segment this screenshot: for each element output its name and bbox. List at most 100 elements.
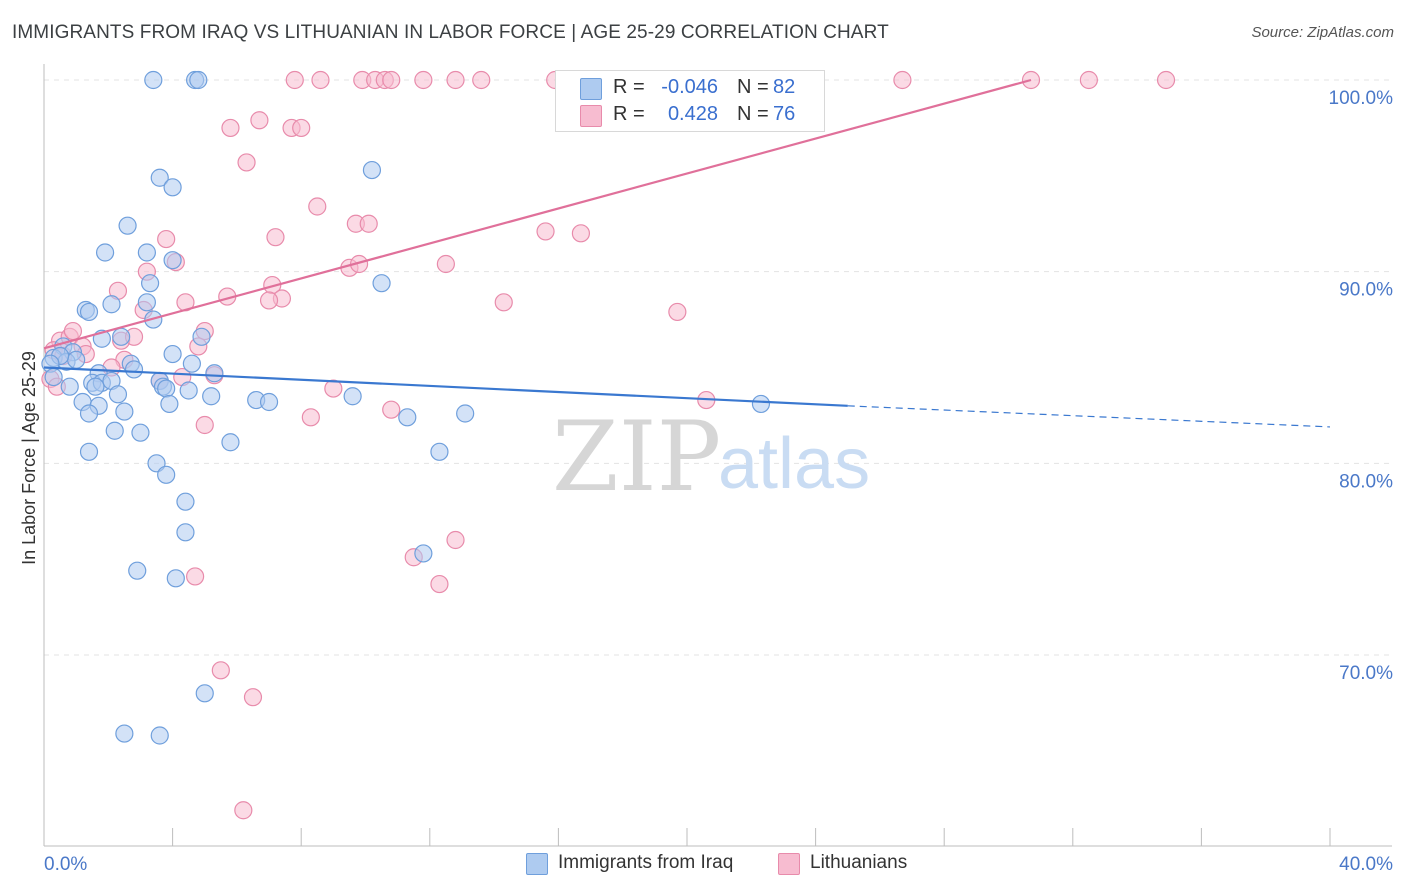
- iraq-point: [115, 402, 134, 421]
- y-tick-label: 100.0%: [1329, 88, 1394, 109]
- watermark-atlas: atlas: [718, 424, 870, 504]
- iraq-point: [192, 327, 211, 346]
- correlation-legend: R = -0.046 N = 82 R = 0.428 N = 76: [555, 70, 825, 132]
- x-tick-label: 40.0%: [1339, 854, 1393, 875]
- lithuanian-point: [1156, 70, 1176, 90]
- lithuanian-point: [63, 321, 83, 341]
- legend-r-label: R =: [613, 103, 645, 125]
- lithuanian-point: [195, 415, 214, 435]
- iraq-point: [202, 387, 221, 406]
- watermark: ZIP atlas: [552, 401, 870, 513]
- iraq-point: [259, 392, 279, 412]
- chart-title: IMMIGRANTS FROM IRAQ VS LITHUANIAN IN LA…: [12, 22, 889, 43]
- iraq-point: [118, 216, 137, 235]
- legend-r-value: -0.046: [661, 76, 718, 98]
- lithuanian-point: [446, 70, 465, 90]
- lithuanian-point: [157, 229, 176, 249]
- iraq-trend-extension: [847, 405, 1331, 428]
- iraq-point: [128, 561, 147, 580]
- iraq-point: [79, 302, 99, 322]
- iraq-point: [430, 442, 449, 461]
- lithuanian-point: [1079, 70, 1098, 90]
- lithuanian-point: [266, 228, 285, 247]
- lithuanian-point: [311, 70, 330, 90]
- y-tick-label: 90.0%: [1339, 280, 1393, 301]
- iraq-point: [102, 295, 121, 314]
- iraq-point: [105, 421, 124, 440]
- watermark-zip: ZIP: [552, 401, 721, 513]
- iraq-point: [144, 70, 163, 90]
- iraq-point: [79, 404, 99, 423]
- iraq-point: [79, 442, 99, 461]
- series-legend: Immigrants from Iraq Lithuanians: [0, 851, 1406, 879]
- lithuanian-point: [211, 661, 230, 680]
- lithuanian-point: [893, 70, 912, 90]
- legend-row-lithuanians: R = 0.428 N = 76: [556, 101, 824, 129]
- y-tick-label: 70.0%: [1339, 663, 1393, 684]
- y-axis-label: In Labor Force | Age 25-29: [19, 351, 39, 565]
- lithuanian-point: [308, 197, 327, 216]
- lithuanian-point: [382, 70, 401, 90]
- legend-n-label: N =: [737, 103, 769, 125]
- lithuanian-point: [243, 688, 263, 707]
- lithuanian-point: [237, 153, 256, 172]
- iraq-point: [372, 274, 391, 293]
- y-tick-label: 80.0%: [1339, 471, 1393, 492]
- legend-label-iraq: Immigrants from Iraq: [558, 852, 734, 873]
- iraq-point: [160, 394, 179, 414]
- lithuanian-point: [359, 214, 378, 233]
- lithuanian-point: [446, 530, 465, 550]
- iraq-point: [67, 350, 86, 369]
- lithuanian-swatch: [580, 105, 602, 127]
- iraq-point: [189, 70, 208, 90]
- iraq-point: [163, 178, 182, 197]
- legend-r-value: 0.428: [667, 103, 718, 125]
- iraq-point: [157, 379, 176, 398]
- lithuanian-point: [494, 293, 513, 312]
- iraq-point: [115, 724, 134, 743]
- iraq-point: [163, 344, 182, 364]
- lithuanian-point: [536, 222, 555, 241]
- iraq-point: [157, 465, 176, 484]
- source-label: Source: ZipAtlas.com: [1251, 24, 1394, 41]
- lithuanian-point: [668, 302, 687, 322]
- lithuanian-point: [430, 574, 449, 594]
- legend-n-value: 76: [773, 103, 796, 125]
- iraq-point: [343, 387, 362, 406]
- lithuanian-point: [234, 801, 253, 820]
- legend-row-iraq: R = -0.046 N = 82: [556, 74, 824, 102]
- iraq-point: [751, 394, 771, 414]
- iraq-point: [124, 360, 144, 379]
- iraq-point: [150, 726, 169, 745]
- iraq-point: [137, 243, 156, 262]
- iraq-point: [108, 385, 128, 404]
- lithuanian-point: [472, 70, 491, 90]
- legend-label-lithuanians: Lithuanians: [810, 852, 908, 873]
- x-tick-labels: 0.0% 40.0%: [44, 854, 1393, 875]
- iraq-points: [41, 70, 771, 745]
- lithuanian-point: [250, 111, 269, 130]
- iraq-point: [456, 404, 475, 423]
- iraq-point: [414, 544, 433, 563]
- lithuanian-point: [382, 400, 401, 419]
- legend-n-value: 82: [773, 76, 796, 98]
- iraq-point: [60, 377, 79, 396]
- iraq-point: [131, 423, 150, 442]
- iraq-point: [112, 327, 131, 346]
- iraq-swatch: [580, 78, 602, 100]
- lithuanian-point: [436, 254, 455, 274]
- y-tick-labels: 100.0% 90.0% 80.0% 70.0%: [1329, 88, 1394, 684]
- lithuanian-point: [301, 408, 320, 427]
- iraq-point: [163, 251, 182, 270]
- lithuanian-point: [259, 291, 279, 310]
- iraq-point: [44, 367, 63, 387]
- lithuanian-point: [292, 118, 311, 138]
- iraq-point: [205, 364, 224, 383]
- x-tick-label: 0.0%: [44, 854, 87, 875]
- iraq-point: [166, 569, 185, 588]
- iraq-point: [176, 492, 195, 511]
- iraq-point: [95, 243, 115, 262]
- legend-n-label: N =: [737, 76, 769, 98]
- iraq-point: [182, 354, 201, 373]
